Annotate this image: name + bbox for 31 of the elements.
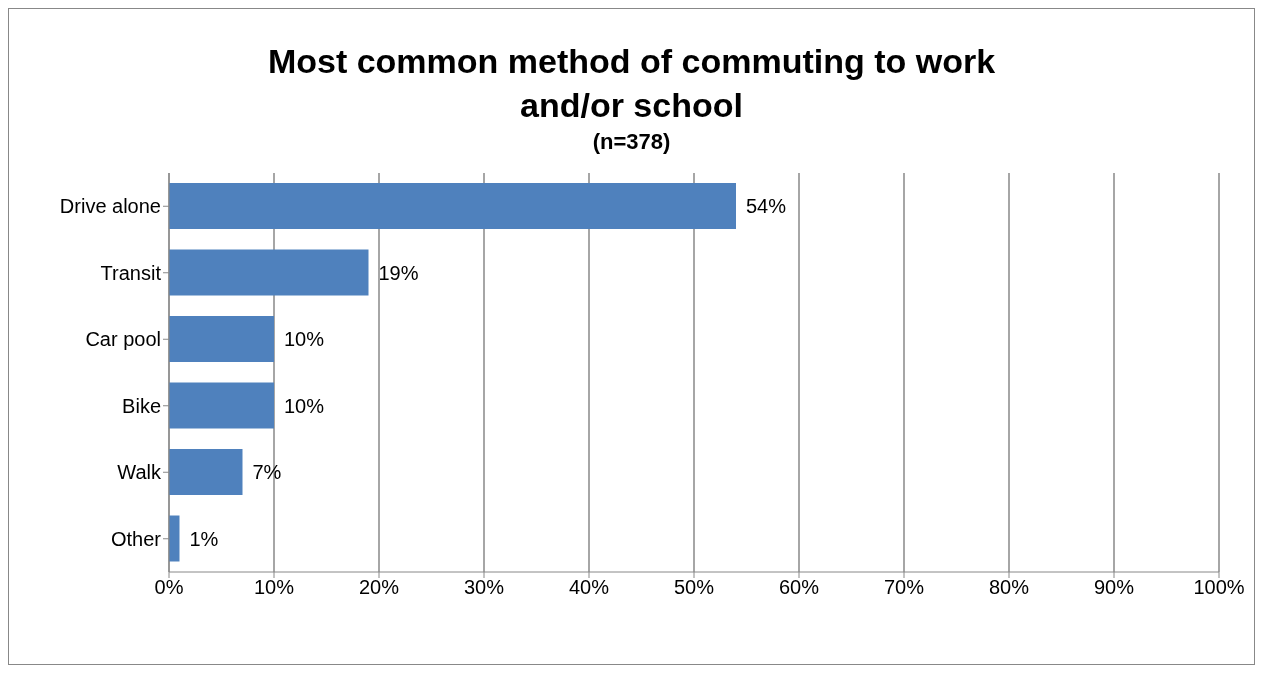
- chart-subtitle: (n=378): [591, 128, 672, 156]
- chart-title: Most common method of commuting to work and/or school: [266, 41, 997, 126]
- y-tick-label: Walk: [117, 461, 162, 484]
- x-tick-label: 0%: [154, 576, 184, 599]
- bar: [169, 316, 274, 362]
- data-label: 10%: [284, 394, 325, 417]
- x-tick-label: 10%: [253, 576, 295, 599]
- x-tick-label: 60%: [778, 576, 820, 599]
- data-label: 54%: [746, 195, 787, 218]
- y-tick-label: Other: [110, 527, 162, 550]
- x-tick-label: 70%: [883, 576, 925, 599]
- x-tick-label: 100%: [1193, 576, 1245, 599]
- x-tick-label: 20%: [358, 576, 400, 599]
- bar: [169, 449, 243, 495]
- y-tick-label: Car pool: [85, 328, 161, 351]
- x-tick-label: 50%: [673, 576, 715, 599]
- x-tick-label: 80%: [988, 576, 1030, 599]
- y-tick-label: Transit: [100, 261, 162, 284]
- x-tick-label: 30%: [463, 576, 505, 599]
- y-tick-label: Bike: [122, 394, 161, 417]
- bar: [169, 382, 274, 429]
- x-tick-label: 40%: [568, 576, 610, 599]
- data-label: 19%: [378, 261, 419, 284]
- y-tick-label: Drive alone: [59, 195, 161, 218]
- data-label: 10%: [284, 328, 325, 351]
- x-tick-label: 90%: [1093, 576, 1135, 599]
- data-label: 1%: [189, 527, 219, 550]
- bar: [169, 515, 180, 562]
- bar: [169, 249, 369, 296]
- data-label: 7%: [252, 461, 282, 484]
- bar: [169, 183, 736, 229]
